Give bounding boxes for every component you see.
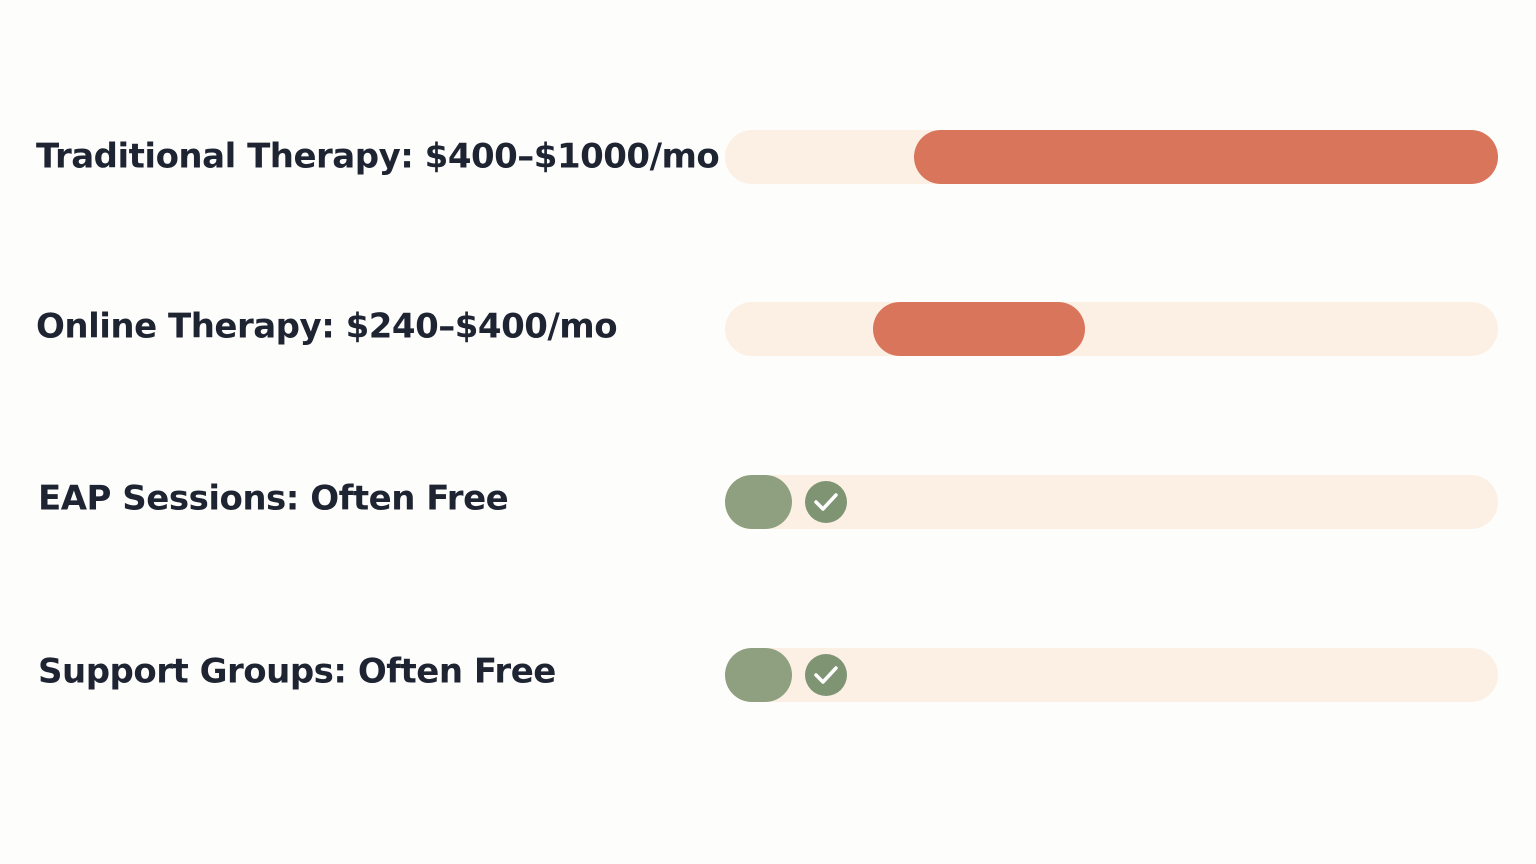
cost-bar	[873, 302, 1085, 356]
bar-track	[725, 648, 1498, 702]
bar-track	[725, 302, 1498, 356]
free-pill	[725, 648, 792, 702]
bar-track	[725, 475, 1498, 529]
check-icon	[805, 654, 847, 696]
free-pill	[725, 475, 792, 529]
cost-bar	[914, 130, 1498, 184]
check-mark	[814, 666, 838, 684]
check-mark	[814, 493, 838, 511]
check-icon	[805, 481, 847, 523]
row-label: Support Groups: Often Free	[38, 652, 556, 692]
row-label: Traditional Therapy: $400–$1000/mo	[36, 137, 719, 177]
row-label: EAP Sessions: Often Free	[38, 479, 508, 519]
row-label: Online Therapy: $240–$400/mo	[36, 307, 617, 347]
